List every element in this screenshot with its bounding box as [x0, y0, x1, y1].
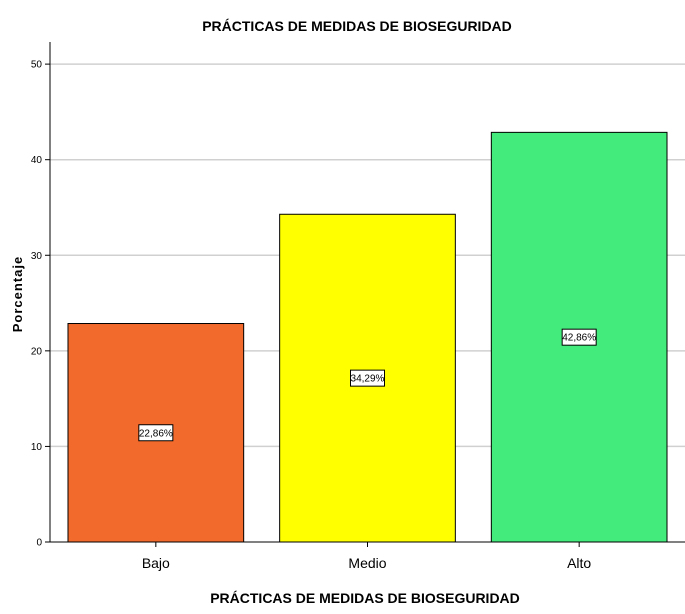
data-label: 42,86%	[562, 333, 596, 344]
bars	[67, 131, 668, 543]
data-labels: 22,86% 34,29% 42,86%	[138, 328, 597, 442]
y-tick-label: 20	[31, 346, 43, 357]
y-tick-label: 50	[31, 60, 43, 71]
x-tick-label: Bajo	[142, 555, 170, 571]
x-axis-label: PRÁCTICAS DE MEDIDAS DE BIOSEGURIDAD	[210, 590, 520, 606]
y-tick-label: 30	[31, 251, 43, 262]
data-label: 34,29%	[351, 374, 385, 385]
y-axis-label: Porcentaje	[10, 256, 25, 332]
data-label-box	[138, 424, 174, 442]
y-tick-label: 40	[31, 155, 43, 166]
chart-title: PRÁCTICAS DE MEDIDAS DE BIOSEGURIDAD	[202, 18, 512, 34]
data-label: 22,86%	[139, 428, 173, 439]
y-tick-label: 0	[36, 538, 42, 549]
data-label-box	[561, 328, 597, 346]
x-tick-label: Medio	[348, 555, 386, 571]
data-label-box	[350, 369, 385, 387]
y-tick-label: 10	[31, 442, 43, 453]
x-tick-label: Alto	[567, 555, 591, 571]
axes: 0 10 20 30 40 50 Bajo Medio Alto	[31, 42, 685, 571]
